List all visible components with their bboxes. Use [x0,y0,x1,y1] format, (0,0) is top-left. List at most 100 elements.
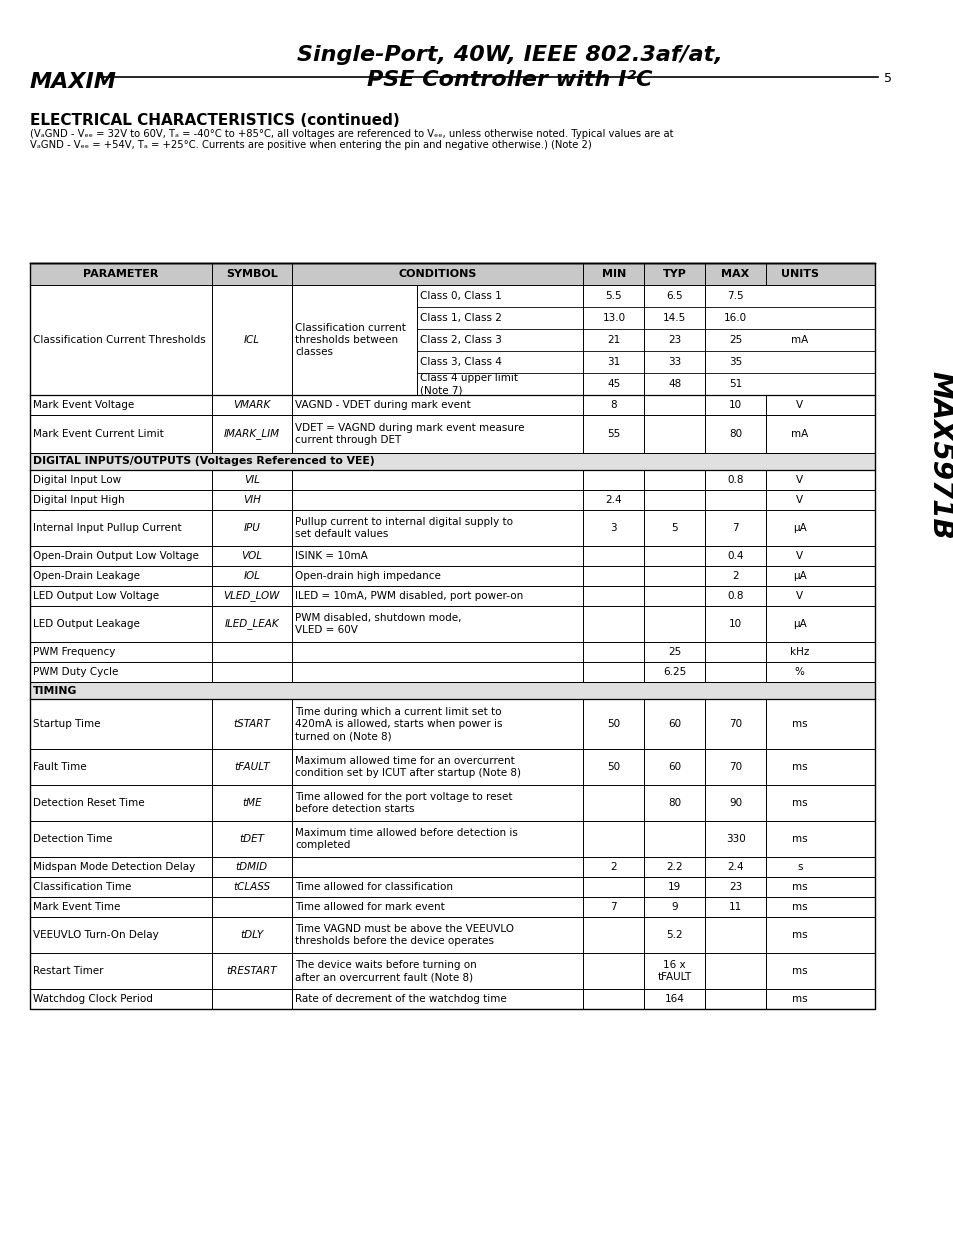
Text: tME: tME [242,798,261,808]
Text: Startup Time: Startup Time [33,719,100,729]
Text: VAGND - VDET during mark event: VAGND - VDET during mark event [294,400,470,410]
Text: 80: 80 [728,429,741,438]
Text: VIH: VIH [243,495,260,505]
Text: ICL: ICL [244,335,259,345]
Text: 60: 60 [667,719,680,729]
Text: Time allowed for the port voltage to reset
before detection starts: Time allowed for the port voltage to res… [294,792,512,814]
Text: tSTART: tSTART [233,719,270,729]
Text: IOL: IOL [243,571,260,580]
Text: 70: 70 [728,719,741,729]
Text: μA: μA [792,571,806,580]
Text: Classification Time: Classification Time [33,882,132,892]
Text: Class 1, Class 2: Class 1, Class 2 [420,312,501,324]
Text: 8: 8 [610,400,617,410]
Text: 14.5: 14.5 [662,312,685,324]
Text: 330: 330 [725,834,744,844]
Text: VOL: VOL [241,551,262,561]
Text: kHz: kHz [789,647,809,657]
Text: Class 3, Class 4: Class 3, Class 4 [420,357,501,367]
Text: ms: ms [791,762,807,772]
Text: Maximum allowed time for an overcurrent
condition set by ICUT after startup (Not: Maximum allowed time for an overcurrent … [294,756,520,778]
Text: 10: 10 [728,400,741,410]
Text: 25: 25 [667,647,680,657]
Text: Classification Current Thresholds: Classification Current Thresholds [33,335,206,345]
Text: Time allowed for classification: Time allowed for classification [294,882,453,892]
Text: ms: ms [791,719,807,729]
Text: VMARK: VMARK [233,400,270,410]
Text: 10: 10 [728,619,741,629]
Text: ISINK = 10mA: ISINK = 10mA [294,551,367,561]
Text: 7.5: 7.5 [726,291,743,301]
Text: ms: ms [791,966,807,976]
Text: UNITS: UNITS [780,269,818,279]
Text: VDET = VAGND during mark event measure
current through DET: VDET = VAGND during mark event measure c… [294,422,524,445]
Text: PWM disabled, shutdown mode,
VLED = 60V: PWM disabled, shutdown mode, VLED = 60V [294,613,461,635]
Text: 33: 33 [667,357,680,367]
Text: Classification current
thresholds between
classes: Classification current thresholds betwee… [294,322,405,357]
Text: DIGITAL INPUTS/OUTPUTS (Voltages Referenced to VEE): DIGITAL INPUTS/OUTPUTS (Voltages Referen… [33,457,375,467]
Bar [30,682,874,699]
Text: Class 4 upper limit
(Note 7): Class 4 upper limit (Note 7) [420,373,517,395]
Text: MAX5971B: MAX5971B [925,370,953,540]
Text: Midspan Mode Detection Delay: Midspan Mode Detection Delay [33,862,195,872]
Text: tDET: tDET [239,834,264,844]
Text: 19: 19 [667,882,680,892]
Text: 50: 50 [607,719,619,729]
Text: 21: 21 [607,335,619,345]
Text: 2.2: 2.2 [666,862,682,872]
Text: s: s [796,862,801,872]
Text: 9: 9 [671,902,678,911]
Text: Mark Event Current Limit: Mark Event Current Limit [33,429,164,438]
Bar [30,263,874,1009]
Bar [30,453,874,471]
Text: Digital Input Low: Digital Input Low [33,475,121,485]
Text: 0.4: 0.4 [726,551,743,561]
Bar [30,263,874,285]
Text: 7: 7 [732,522,739,534]
Text: LED Output Low Voltage: LED Output Low Voltage [33,592,159,601]
Text: 2.4: 2.4 [726,862,743,872]
Text: ms: ms [791,902,807,911]
Text: ms: ms [791,882,807,892]
Text: PARAMETER: PARAMETER [83,269,158,279]
Text: 6.5: 6.5 [666,291,682,301]
Text: Fault Time: Fault Time [33,762,87,772]
Text: Pullup current to internal digital supply to
set default values: Pullup current to internal digital suppl… [294,516,513,540]
Text: LED Output Leakage: LED Output Leakage [33,619,140,629]
Text: mA: mA [790,335,807,345]
Text: 13.0: 13.0 [601,312,625,324]
Text: 5.5: 5.5 [605,291,621,301]
Text: tDLY: tDLY [240,930,263,940]
Text: 5: 5 [671,522,678,534]
Text: V: V [796,592,802,601]
Text: 35: 35 [728,357,741,367]
Text: 70: 70 [728,762,741,772]
Text: 23: 23 [728,882,741,892]
Text: Watchdog Clock Period: Watchdog Clock Period [33,994,152,1004]
Text: mA: mA [790,429,807,438]
Text: 2: 2 [732,571,739,580]
Text: Restart Timer: Restart Timer [33,966,103,976]
Text: V: V [796,400,802,410]
Text: 31: 31 [607,357,619,367]
Text: 3: 3 [610,522,617,534]
Text: μA: μA [792,522,806,534]
Text: μA: μA [792,619,806,629]
Bar [30,263,874,1009]
Text: 7: 7 [610,902,617,911]
Text: 80: 80 [667,798,680,808]
Text: Open-Drain Leakage: Open-Drain Leakage [33,571,140,580]
Text: SYMBOL: SYMBOL [226,269,277,279]
Text: ELECTRICAL CHARACTERISTICS (continued): ELECTRICAL CHARACTERISTICS (continued) [30,112,399,128]
Text: 55: 55 [607,429,619,438]
Text: 11: 11 [728,902,741,911]
Text: MAX: MAX [720,269,749,279]
Text: Time VAGND must be above the VEEUVLO
thresholds before the device operates: Time VAGND must be above the VEEUVLO thr… [294,924,514,946]
Text: VLED_LOW: VLED_LOW [223,590,280,601]
Text: %: % [794,667,804,677]
Text: 6.25: 6.25 [662,667,685,677]
Text: Single-Port, 40W, IEEE 802.3af/at,: Single-Port, 40W, IEEE 802.3af/at, [296,44,722,65]
Text: 25: 25 [728,335,741,345]
Text: Open-Drain Output Low Voltage: Open-Drain Output Low Voltage [33,551,198,561]
Text: TYP: TYP [662,269,686,279]
